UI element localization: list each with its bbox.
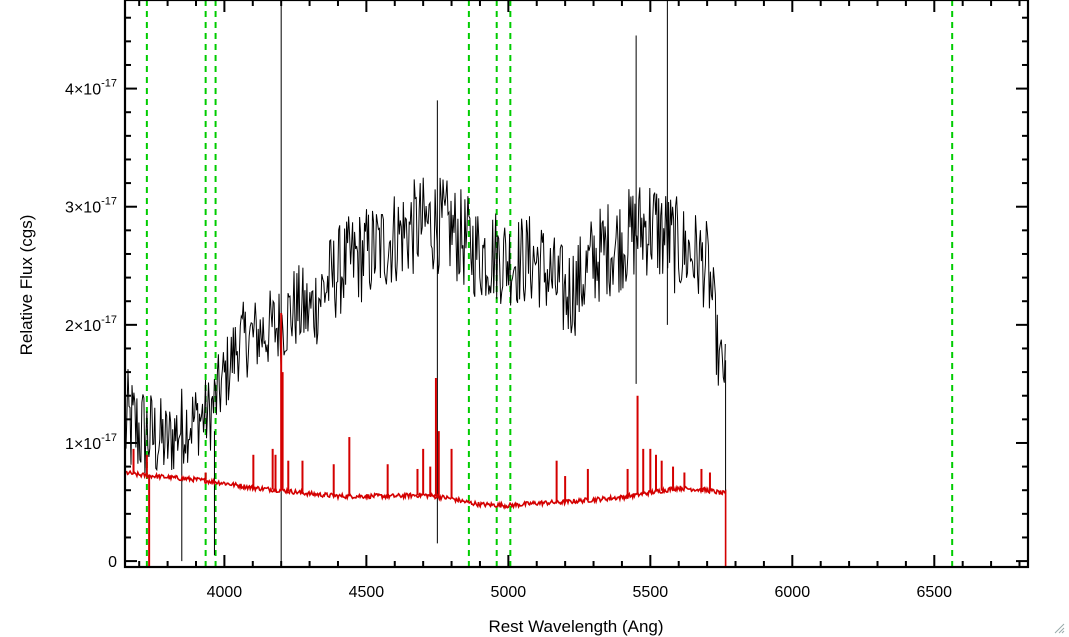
y-tick-label: 2×10-17 [65,314,117,335]
x-tick-label: 6000 [775,584,811,601]
y-tick-label: 0 [108,554,117,571]
x-tick-labels: 4000 4500 5000 5500 6000 6500 [207,584,953,601]
resize-grip-icon[interactable] [1053,622,1065,634]
observed-spectrum-series [125,0,727,567]
model-spectrum-line [125,469,1028,567]
x-tick-label: 4000 [207,584,243,601]
observed-spectrum-line [125,177,726,474]
x-tick-label: 4500 [349,584,385,601]
y-tick-label: 4×10-17 [65,78,117,99]
emission-line-markers [145,0,954,567]
plot-frame [123,0,1030,569]
axis-ticks [125,0,1028,567]
x-tick-label: 5000 [491,584,527,601]
model-spectrum-series [125,313,1028,567]
x-tick-label: 5500 [633,584,669,601]
y-tick-label: 1×10-17 [65,432,117,453]
y-axis-label: Relative Flux (cgs) [17,215,36,356]
y-tick-labels: 0 1×10-17 2×10-17 3×10-17 4×10-17 [65,78,117,572]
y-tick-label: 3×10-17 [65,196,117,217]
plot-axes [123,0,1030,569]
x-axis-label: Rest Wavelength (Ang) [488,617,663,636]
x-tick-label: 6500 [916,584,952,601]
